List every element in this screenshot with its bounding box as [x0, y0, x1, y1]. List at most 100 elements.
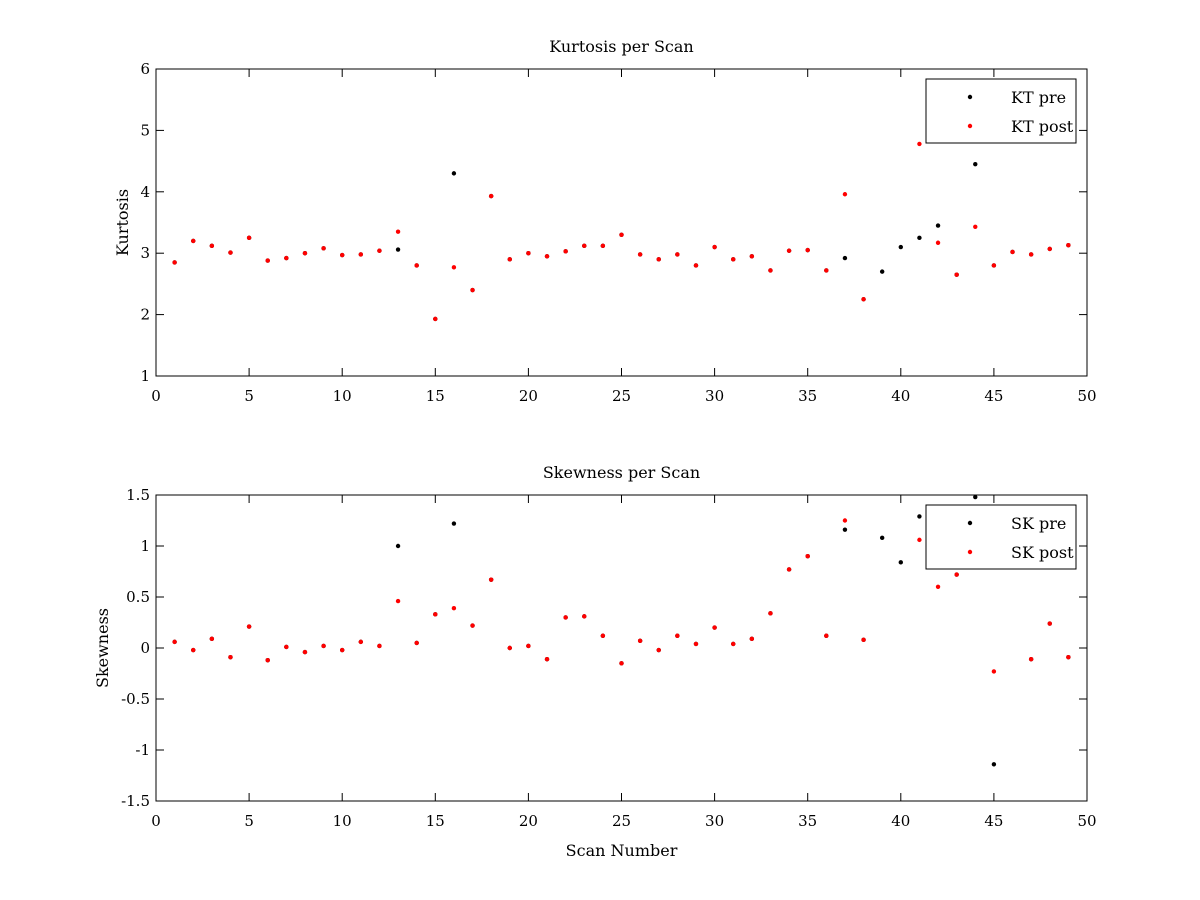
- skewness-point: [805, 554, 810, 559]
- skewness-y-tick-label: 0: [140, 639, 150, 657]
- skewness-point: [917, 514, 922, 519]
- kurtosis-point: [582, 243, 587, 249]
- skewness-legend-marker: [967, 520, 973, 526]
- skewness-point: [991, 669, 997, 674]
- skewness-point: [377, 643, 382, 649]
- skewness-x-tick-label: 15: [426, 812, 445, 830]
- skewness-point: [544, 657, 550, 662]
- skewness-x-tick-label: 10: [333, 812, 352, 830]
- kurtosis-y-tick-label: 1: [140, 367, 150, 385]
- skewness-chart-title: Skewness per Scan: [543, 463, 700, 482]
- skewness-y-tick-label: -0.5: [121, 690, 150, 708]
- kurtosis-point: [1066, 243, 1071, 248]
- skewness-x-tick-label: 5: [244, 812, 254, 830]
- kurtosis-point: [805, 247, 810, 253]
- skewness-x-tick-label: 25: [612, 812, 631, 830]
- kurtosis-y-tick-label: 6: [140, 60, 150, 78]
- skewness-point: [712, 625, 717, 630]
- skewness-legend-label: SK post: [1011, 543, 1074, 562]
- kurtosis-point: [321, 246, 326, 251]
- kurtosis-point: [973, 224, 978, 229]
- skewness-x-tick-label: 35: [798, 812, 817, 830]
- kurtosis-point: [414, 263, 419, 268]
- skewness-point: [973, 494, 978, 500]
- kurtosis-legend-label: KT post: [1011, 117, 1074, 136]
- kurtosis-x-tick-label: 25: [612, 387, 631, 405]
- kurtosis-x-tick-label: 0: [151, 387, 161, 405]
- skewness-point: [824, 633, 829, 638]
- kurtosis-point: [377, 248, 382, 253]
- kurtosis-point: [451, 171, 457, 176]
- kurtosis-point: [284, 255, 289, 261]
- skewness-point: [600, 633, 606, 638]
- skewness-point: [451, 606, 457, 611]
- kurtosis-point: [395, 229, 401, 234]
- kurtosis-y-tick-label: 3: [140, 244, 150, 262]
- skewness-x-tick-label: 0: [151, 812, 161, 830]
- skewness-point: [991, 762, 997, 767]
- skewness-x-tick-label: 20: [519, 812, 538, 830]
- skewness-legend-label: SK pre: [1011, 514, 1066, 533]
- kurtosis-x-tick-label: 30: [705, 387, 724, 405]
- skewness-point: [302, 649, 308, 655]
- skewness-legend-marker: [967, 549, 973, 555]
- kurtosis-point: [973, 161, 978, 167]
- skewness-chart: 0 5 10 15 20 25 30 35 40 45 50 -1.5 -1 -0.5 0 0.5 1 1.5 Sk…: [93, 463, 1097, 860]
- skewness-point: [451, 521, 457, 526]
- kurtosis-point: [749, 254, 755, 259]
- skewness-point: [917, 537, 922, 543]
- skewness-x-tick-label: 30: [705, 812, 724, 830]
- kurtosis-point: [470, 287, 475, 293]
- skewness-y-tick-label: -1.5: [121, 792, 150, 810]
- skewness-point: [209, 636, 215, 642]
- kurtosis-point: [246, 235, 252, 241]
- skewness-point: [395, 543, 401, 549]
- skewness-point: [470, 623, 475, 628]
- kurtosis-point: [693, 263, 699, 268]
- kurtosis-x-tick-label: 15: [426, 387, 445, 405]
- skewness-point: [191, 647, 196, 653]
- skewness-legend-box: [925, 504, 1077, 570]
- kurtosis-point: [842, 255, 848, 261]
- skewness-point: [935, 584, 941, 589]
- skewness-point: [488, 577, 494, 582]
- skewness-x-tick-label: 40: [891, 812, 910, 830]
- kurtosis-point: [637, 252, 643, 257]
- kurtosis-point: [675, 252, 680, 257]
- skewness-point: [358, 639, 364, 645]
- kurtosis-point: [172, 260, 177, 265]
- kurtosis-point: [861, 297, 866, 302]
- kurtosis-point: [1047, 246, 1052, 252]
- skewness-point: [321, 643, 326, 649]
- skewness-point: [842, 518, 848, 523]
- kurtosis-x-tick-label: 20: [519, 387, 538, 405]
- skewness-point: [861, 637, 866, 643]
- skewness-point: [340, 647, 345, 653]
- skewness-point: [768, 611, 773, 616]
- kurtosis-legend-marker: [967, 123, 973, 129]
- kurtosis-point: [917, 235, 922, 241]
- skewness-x-axis-label: Scan Number: [566, 841, 678, 860]
- kurtosis-x-tick-label: 10: [333, 387, 352, 405]
- skewness-point: [898, 560, 903, 565]
- skewness-point: [526, 643, 531, 649]
- kurtosis-point: [358, 252, 364, 257]
- kurtosis-chart-title: Kurtosis per Scan: [549, 37, 693, 56]
- kurtosis-point: [451, 265, 457, 270]
- kurtosis-point: [526, 251, 531, 256]
- skewness-point: [731, 641, 736, 647]
- kurtosis-point: [544, 254, 550, 259]
- kurtosis-y-tick-label: 4: [140, 183, 150, 201]
- kurtosis-y-tick-label: 5: [140, 121, 150, 139]
- skewness-point: [749, 636, 755, 642]
- kurtosis-point: [879, 269, 885, 274]
- kurtosis-point: [935, 240, 941, 245]
- kurtosis-x-tick-label: 5: [244, 387, 254, 405]
- kurtosis-point: [619, 232, 624, 237]
- kurtosis-legend-marker: [967, 94, 973, 100]
- skewness-point: [675, 633, 680, 638]
- kurtosis-point: [600, 243, 606, 249]
- kurtosis-x-tick-label: 40: [891, 387, 910, 405]
